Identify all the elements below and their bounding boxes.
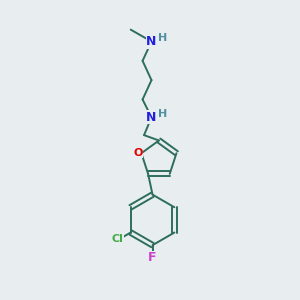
- Text: Cl: Cl: [112, 234, 124, 244]
- Text: H: H: [158, 109, 167, 119]
- Text: O: O: [133, 148, 142, 158]
- Text: F: F: [148, 251, 157, 264]
- Text: N: N: [146, 111, 157, 124]
- Text: H: H: [158, 33, 167, 43]
- Text: N: N: [146, 35, 157, 48]
